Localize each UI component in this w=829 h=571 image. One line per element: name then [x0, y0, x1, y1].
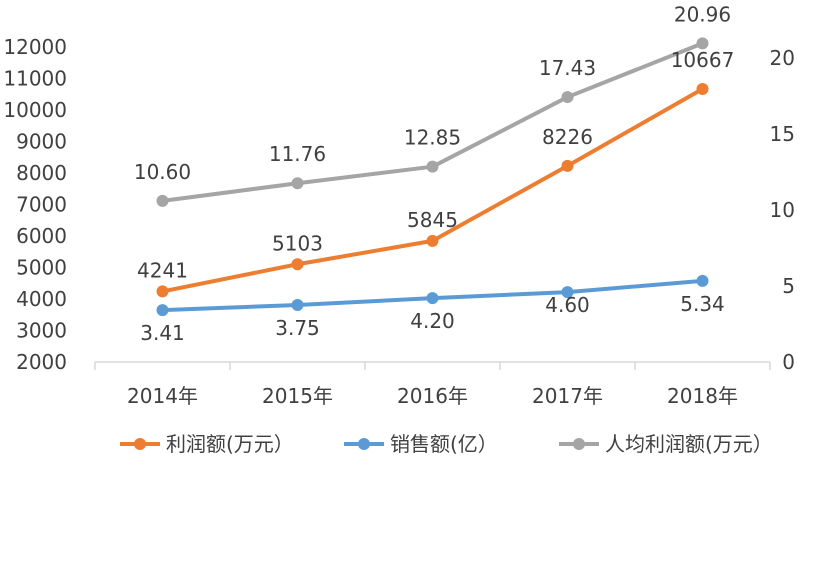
left-axis-tick-label: 8000: [16, 161, 67, 185]
data-label: 4241: [137, 258, 188, 282]
left-axis-tick-label: 2000: [16, 350, 67, 374]
left-axis-tick-label: 4000: [16, 287, 67, 311]
data-label: 5845: [407, 208, 458, 232]
legend-swatch-marker: [358, 438, 370, 450]
data-point: [696, 37, 709, 50]
legend-swatch-marker: [573, 438, 585, 450]
series-layer: [156, 37, 709, 317]
x-axis-tick-label: 2017年: [532, 384, 603, 408]
data-label: 5103: [272, 231, 323, 255]
left-axis-ticks: 2000 3000 4000 5000 6000 7000 8000 9000 10000 110…: [3, 35, 67, 374]
left-axis-tick-label: 3000: [16, 319, 67, 343]
legend-item: 人均利润额(万元）: [559, 432, 773, 456]
data-point: [561, 159, 574, 172]
data-label: 10667: [671, 48, 735, 72]
x-axis-ticks: 2014年 2015年 2016年 2017年 2018年: [127, 384, 738, 408]
data-point: [156, 194, 169, 207]
left-axis-tick-label: 10000: [3, 98, 67, 122]
data-label: 12.85: [404, 126, 461, 150]
right-axis-tick-label: 10: [770, 198, 795, 222]
series-line: [160, 41, 705, 203]
legend-swatch-marker: [134, 438, 146, 450]
data-point: [291, 258, 304, 271]
left-axis-tick-label: 6000: [16, 224, 67, 248]
left-axis-tick-label: 9000: [16, 130, 67, 154]
x-axis-tick-label: 2016年: [397, 384, 468, 408]
data-point: [561, 286, 574, 299]
right-axis-tick-label: 0: [782, 350, 795, 374]
data-point: [156, 285, 169, 298]
data-point: [156, 304, 169, 317]
data-label: 3.41: [140, 321, 185, 345]
data-label: 11.76: [269, 142, 326, 166]
data-labels-layer: 4241 5103 5845 8226 10667 3.41 3.75 4.20 4.60 5.3…: [134, 2, 734, 345]
data-point: [696, 82, 709, 95]
series-0: [156, 82, 709, 298]
legend-item: 销售额(亿）: [344, 432, 498, 456]
data-point: [426, 160, 439, 173]
data-point: [426, 292, 439, 305]
left-axis-tick-label: 11000: [3, 67, 67, 91]
chart-axes: [94, 361, 771, 370]
right-axis-tick-label: 20: [770, 46, 795, 70]
data-point: [426, 234, 439, 247]
x-axis-tick-label: 2018年: [667, 384, 738, 408]
data-label: 5.34: [680, 292, 725, 316]
series-2: [156, 37, 709, 207]
left-axis-tick-label: 7000: [16, 193, 67, 217]
left-axis-tick-label: 5000: [16, 256, 67, 280]
x-axis-tick-label: 2015年: [262, 384, 333, 408]
data-label: 17.43: [539, 56, 596, 80]
right-axis-tick-label: 15: [770, 122, 795, 146]
legend-label: 销售额(亿）: [390, 432, 498, 456]
data-label: 4.20: [410, 309, 455, 333]
right-axis-ticks: 0 5 10 15 20: [770, 46, 795, 374]
legend-item: 利润额(万元）: [120, 432, 294, 456]
legend-label: 人均利润额(万元）: [605, 432, 773, 456]
data-point: [291, 299, 304, 311]
right-axis-tick-label: 5: [782, 274, 795, 298]
series-1: [156, 274, 709, 317]
data-label: 20.96: [674, 2, 731, 26]
x-axis-tick-label: 2014年: [127, 384, 198, 408]
data-label: 4.60: [545, 293, 590, 317]
data-label: 8226: [542, 125, 593, 149]
data-label: 3.75: [275, 316, 320, 340]
data-label: 10.60: [134, 160, 191, 184]
left-axis-tick-label: 12000: [3, 35, 67, 59]
data-point: [561, 91, 574, 104]
data-point: [291, 177, 304, 190]
legend-label: 利润额(万元）: [166, 432, 294, 456]
data-point: [696, 274, 709, 287]
legend: 利润额(万元） 销售额(亿） 人均利润额(万元）: [120, 432, 773, 456]
